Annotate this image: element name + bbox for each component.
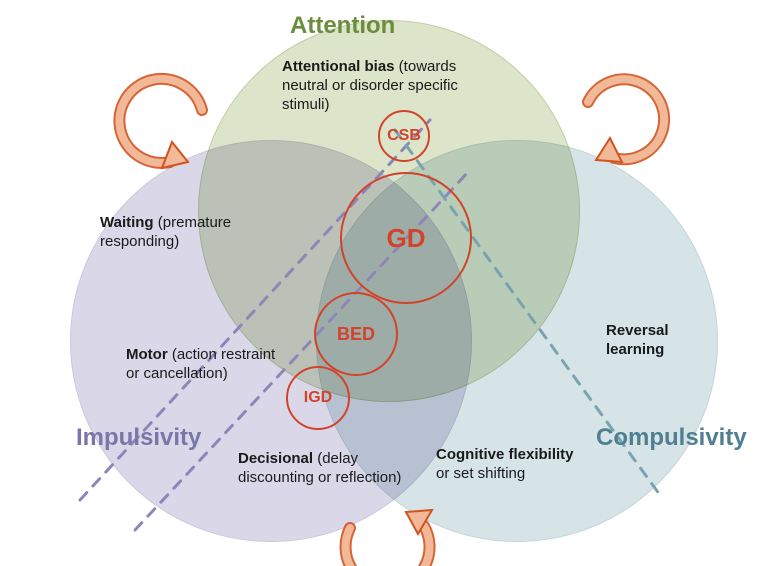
motor-lead: Motor	[126, 346, 168, 363]
disorder-csb: CSB	[378, 110, 430, 162]
decisional-lead: Decisional	[238, 450, 313, 467]
compulsivity-title: Compulsivity	[596, 424, 747, 452]
cognitive-flexibility-lead: Cognitive flexibility	[436, 446, 574, 463]
impulsivity-title: Impulsivity	[76, 424, 201, 452]
attentional-bias-label: Attentional bias (towards neutral or dis…	[282, 58, 502, 114]
arrow-top-right	[588, 79, 664, 159]
arrow-top-right-fill	[588, 79, 664, 159]
disorder-gd: GD	[340, 172, 472, 304]
motor-label: Motor (action restraint or cancellation)	[126, 346, 276, 384]
cognitive-flexibility-rest: or set shifting	[436, 465, 525, 482]
arrow-bottom-fill	[346, 526, 430, 566]
attentional-bias-lead: Attentional bias	[282, 58, 395, 75]
arrow-top-left-fill	[119, 79, 202, 163]
arrow-bottom	[346, 526, 430, 566]
reversal-learning-lead: Reversal learning	[606, 322, 669, 358]
disorder-bed: BED	[314, 292, 398, 376]
venn-diagram: { "canvas": { "width": 770, "height": 56…	[0, 0, 770, 566]
reversal-learning-label: Reversal learning	[606, 322, 716, 360]
disorder-igd: IGD	[286, 366, 350, 430]
attention-title: Attention	[290, 12, 395, 40]
arrow-top-left	[119, 79, 202, 163]
waiting-lead: Waiting	[100, 214, 154, 231]
cognitive-flexibility-label: Cognitive flexibility or set shifting	[436, 446, 586, 484]
waiting-label: Waiting (premature responding)	[100, 214, 240, 252]
decisional-label: Decisional (delay discounting or reflect…	[238, 450, 408, 488]
